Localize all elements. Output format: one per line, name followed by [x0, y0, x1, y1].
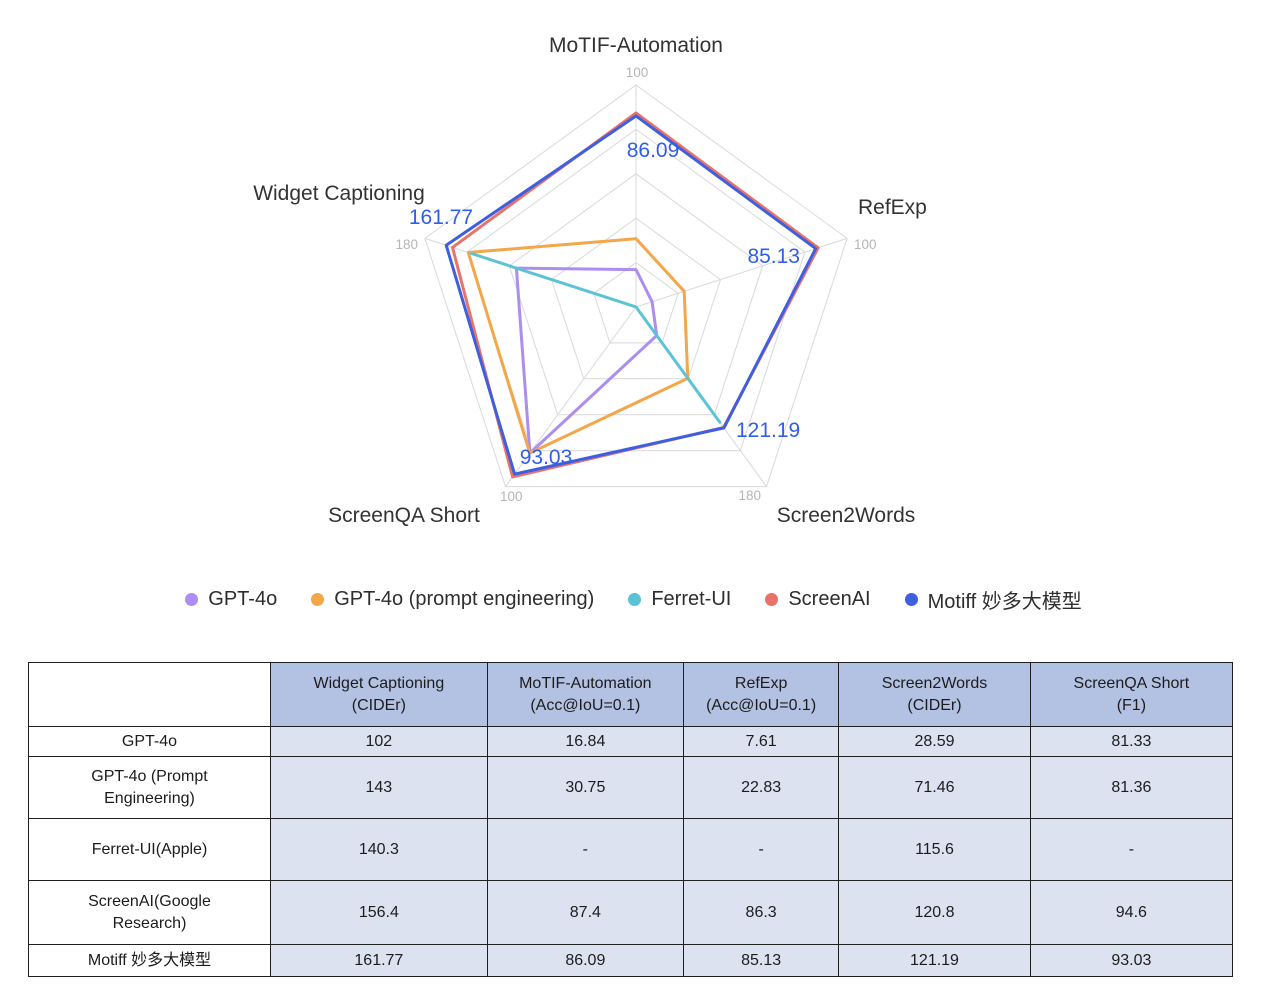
axis-name-label: Widget Captioning — [253, 182, 425, 205]
model-name-cell: GPT-4o (Prompt Engineering) — [28, 756, 271, 819]
legend-label: Motiff 妙多大模型 — [927, 591, 1082, 613]
value-cell: 161.77 — [270, 944, 488, 977]
value-cell: 81.33 — [1029, 726, 1234, 757]
axis-name-label: ScreenQA Short — [328, 504, 480, 527]
series-value-label: 85.13 — [747, 245, 800, 268]
legend-dot-icon — [765, 593, 779, 606]
column-header: RefExp (Acc@IoU=0.1) — [682, 662, 840, 727]
value-cell: - — [486, 818, 684, 881]
radar-chart-svg: MoTIF-Automation 100 RefExp 100 Screen2Words… — [253, 34, 927, 527]
axis-max-tick-label: 180 — [395, 237, 418, 252]
value-cell: 22.83 — [682, 756, 840, 819]
table-row: GPT-4o (Prompt Engineering) 143 30.75 22.83… — [28, 756, 1234, 819]
table-row: ScreenAI(Google Research) 156.4 87.4 86.3 12… — [28, 880, 1234, 945]
corner-cell — [28, 662, 271, 727]
table-row: Motiff 妙多大模型 161.77 86.09 85.13 121.19 93.03 — [28, 944, 1234, 977]
value-cell: 86.09 — [486, 944, 684, 977]
series-value-label: 121.19 — [736, 419, 800, 442]
radar-grid-ring — [593, 261, 679, 344]
value-cell: 93.03 — [1029, 944, 1234, 977]
radar-series-line — [444, 114, 818, 476]
column-header: MoTIF-Automation (Acc@IoU=0.1) — [486, 662, 684, 727]
column-header: ScreenQA Short (F1) — [1029, 662, 1234, 727]
value-cell: 120.8 — [838, 880, 1031, 945]
legend-item: GPT-4o — [185, 588, 277, 611]
series-value-label: 93.03 — [520, 446, 573, 469]
model-name-cell: ScreenAI(Google Research) — [28, 880, 271, 945]
value-cell: 121.19 — [838, 944, 1031, 977]
table-row: Ferret-UI(Apple) 140.3- -115.6- — [28, 818, 1234, 881]
value-cell: 140.3 — [270, 818, 488, 881]
legend-label: Ferret-UI — [651, 588, 732, 610]
radar-axis-spoke — [635, 237, 848, 308]
legend-dot-icon — [185, 593, 199, 606]
value-cell: 30.75 — [486, 756, 684, 819]
radar-series-line — [514, 266, 659, 455]
value-cell: 28.59 — [838, 726, 1031, 757]
value-cell: 102 — [270, 726, 488, 757]
column-header: Screen2Words (CIDEr) — [838, 662, 1031, 727]
axis-name-label: Screen2Words — [777, 504, 916, 527]
model-name-cell: Motiff 妙多大模型 — [28, 944, 271, 977]
value-cell: - — [682, 818, 840, 881]
series-value-label: 161.77 — [409, 206, 473, 229]
value-cell: 81.36 — [1029, 756, 1234, 819]
model-name-cell: GPT-4o — [28, 726, 271, 757]
axis-max-tick-label: 180 — [738, 488, 761, 503]
value-cell: 7.61 — [682, 726, 840, 757]
legend-item: Motiff 妙多大模型 — [904, 585, 1082, 614]
model-name-cell: Ferret-UI(Apple) — [28, 818, 271, 881]
value-cell: 143 — [270, 756, 488, 819]
radar-axis-spoke — [505, 306, 637, 487]
radar-series-line — [466, 237, 690, 455]
table-header-row: Widget Captioning (CIDEr) MoTIF-Automatio… — [28, 662, 1234, 727]
radar-grid-ring — [466, 128, 806, 452]
legend-dot-icon — [904, 593, 918, 606]
axis-name-label: MoTIF-Automation — [549, 34, 723, 57]
value-cell: 94.6 — [1029, 880, 1234, 945]
axis-max-tick-label: 100 — [854, 237, 877, 252]
column-header: Widget Captioning (CIDEr) — [270, 662, 488, 727]
value-cell: - — [1029, 818, 1234, 881]
value-cell: 16.84 — [486, 726, 684, 757]
value-cell: 71.46 — [838, 756, 1031, 819]
legend-item: ScreenAI — [765, 588, 871, 611]
axis-name-label: RefExp — [858, 196, 927, 219]
value-cell: 87.4 — [486, 880, 684, 945]
value-cell: 86.3 — [682, 880, 840, 945]
radar-grid-ring — [508, 173, 764, 416]
axis-max-tick-label: 100 — [500, 489, 523, 504]
axis-max-tick-label: 100 — [626, 65, 649, 80]
legend-label: ScreenAI — [788, 588, 871, 610]
chart-legend: GPT-4o GPT-4o (prompt engineering) Ferret-… — [0, 585, 1267, 614]
legend-label: GPT-4o — [208, 588, 278, 610]
legend-item: Ferret-UI — [628, 588, 731, 611]
value-cell: 156.4 — [270, 880, 488, 945]
series-value-label: 86.09 — [627, 139, 680, 162]
results-table: Widget Captioning (CIDEr) MoTIF-Automatio… — [28, 662, 1234, 977]
radar-grid-ring — [424, 84, 848, 488]
radar-chart: MoTIF-Automation 100 RefExp 100 Screen2Words… — [253, 34, 927, 527]
value-cell: 85.13 — [682, 944, 840, 977]
radar-series-line — [469, 252, 722, 424]
legend-item: GPT-4o (prompt engineering) — [311, 588, 594, 611]
legend-dot-icon — [311, 593, 325, 606]
value-cell: 115.6 — [838, 818, 1031, 881]
legend-label: GPT-4o (prompt engineering) — [334, 588, 595, 610]
table-row: GPT-4o 102 16.84 7.61 28.59 81.33 — [28, 726, 1234, 757]
legend-dot-icon — [628, 593, 642, 606]
